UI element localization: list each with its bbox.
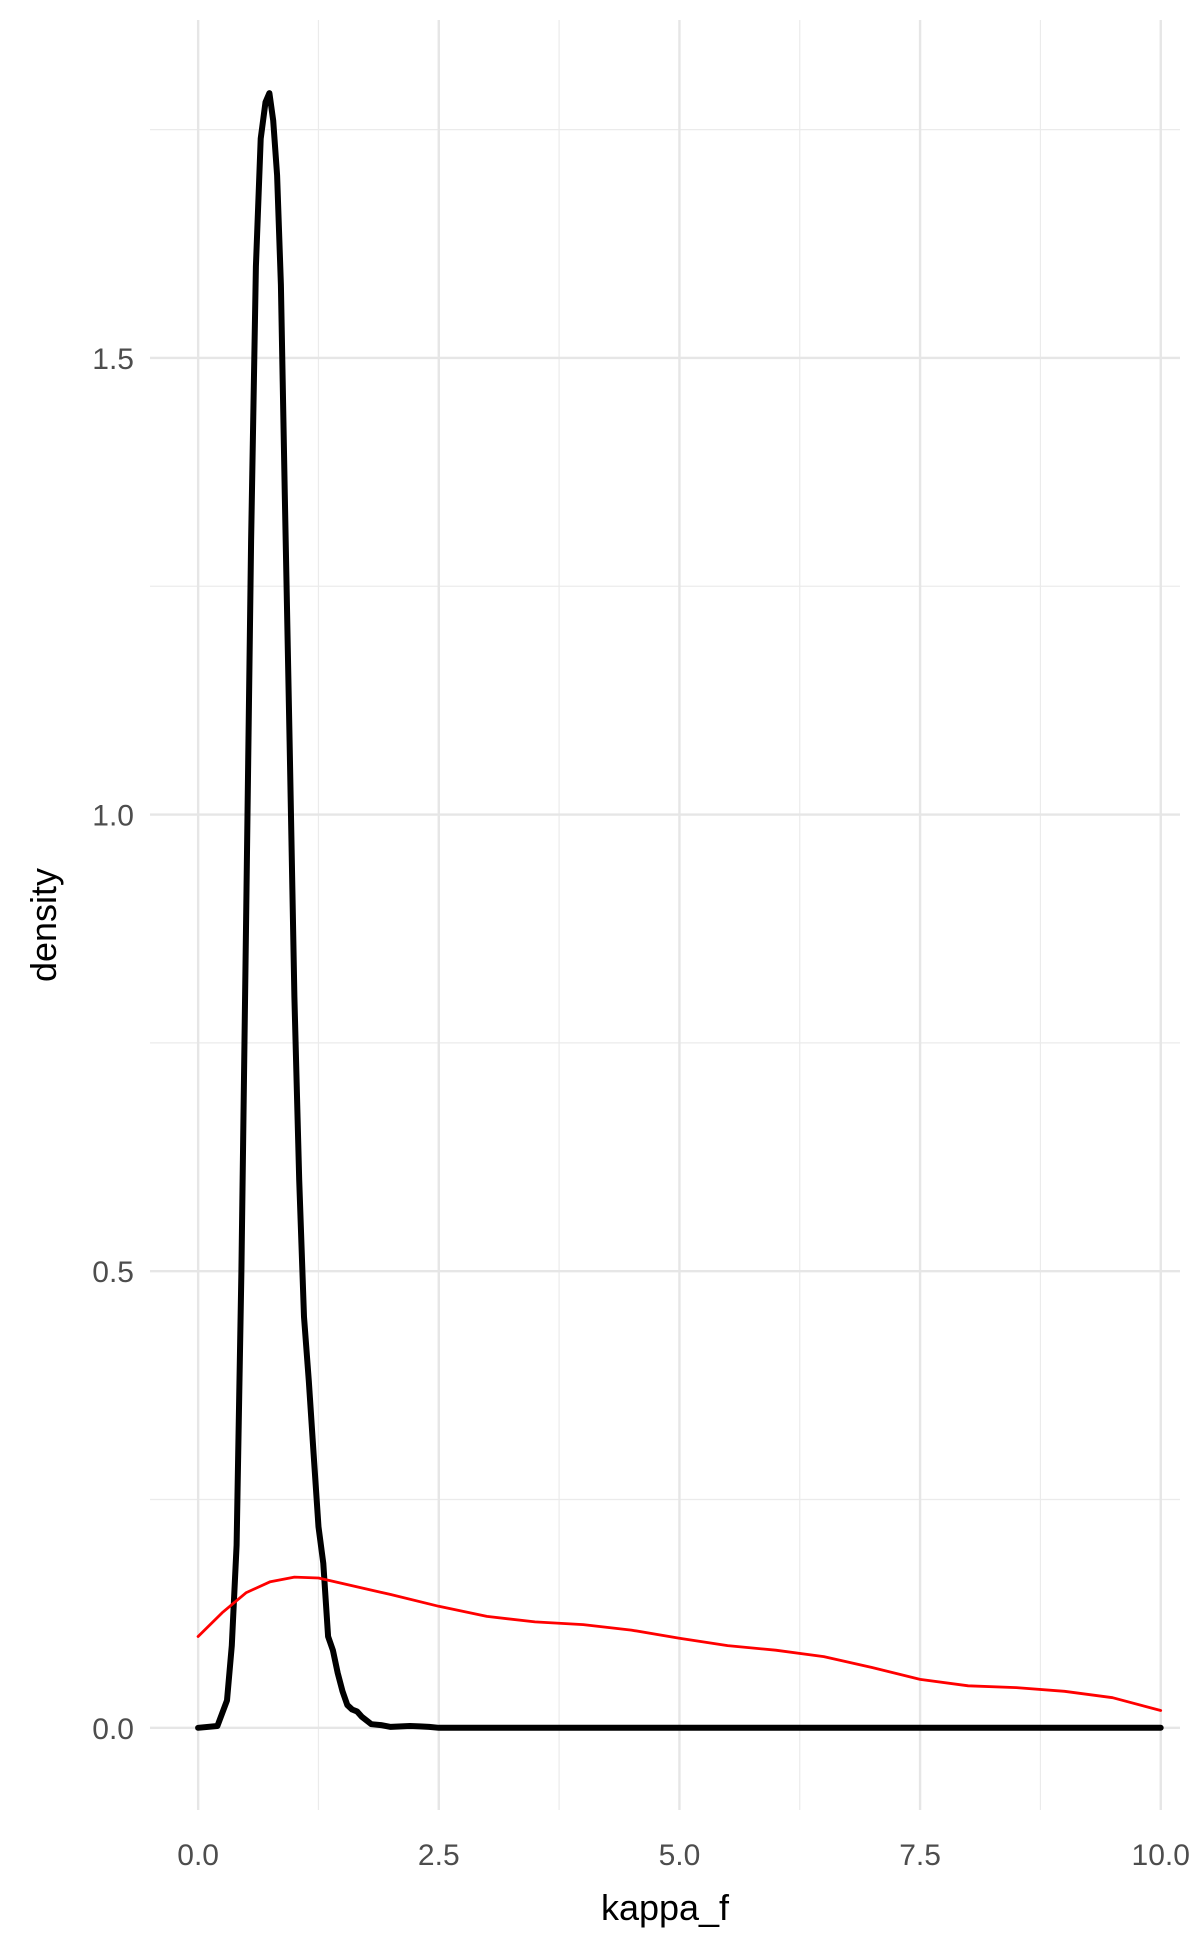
y-tick-label: 1.0	[92, 800, 134, 833]
y-tick-label: 0.5	[92, 1256, 134, 1289]
y-tick-label: 0.0	[92, 1713, 134, 1746]
series-layer	[195, 90, 1164, 1731]
x-axis-title: kappa_f	[601, 1887, 730, 1928]
y-axis-tick-labels: 0.0 0.5 1.0 1.5	[92, 343, 134, 1746]
x-tick-label: 7.5	[899, 1839, 941, 1872]
x-tick-label: 2.5	[418, 1839, 460, 1872]
y-axis-title: density	[23, 868, 64, 982]
x-tick-label: 0.0	[177, 1839, 219, 1872]
x-tick-label: 5.0	[659, 1839, 701, 1872]
x-tick-label: 10.0	[1132, 1839, 1190, 1872]
density-line-red	[196, 1575, 1163, 1712]
y-tick-label: 1.5	[92, 343, 134, 376]
x-axis-tick-labels: 0.0 2.5 5.0 7.5 10.0	[177, 1839, 1190, 1872]
density-line-black	[195, 90, 1164, 1731]
